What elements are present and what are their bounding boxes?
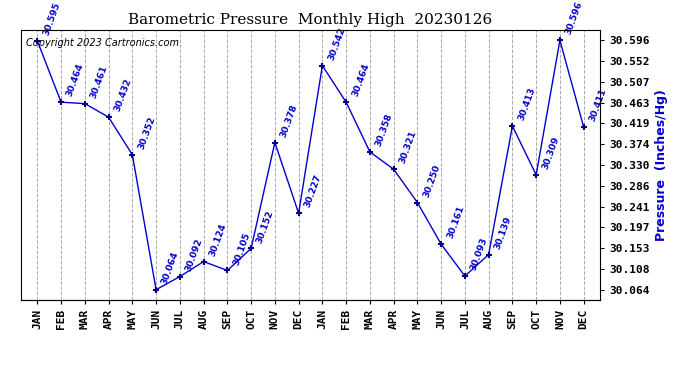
Text: Copyright 2023 Cartronics.com: Copyright 2023 Cartronics.com <box>26 38 179 48</box>
Text: 30.542: 30.542 <box>326 26 347 62</box>
Text: 30.378: 30.378 <box>279 103 299 138</box>
Text: 30.464: 30.464 <box>351 62 371 98</box>
Text: 30.432: 30.432 <box>112 77 133 113</box>
Text: 30.352: 30.352 <box>137 115 157 150</box>
Text: 30.358: 30.358 <box>374 112 394 148</box>
Title: Barometric Pressure  Monthly High  20230126: Barometric Pressure Monthly High 2023012… <box>128 13 493 27</box>
Y-axis label: Pressure  (Inches/Hg): Pressure (Inches/Hg) <box>656 89 669 241</box>
Text: 30.413: 30.413 <box>517 86 537 122</box>
Text: 30.595: 30.595 <box>41 1 62 37</box>
Text: 30.227: 30.227 <box>303 174 323 209</box>
Text: 30.161: 30.161 <box>445 204 466 240</box>
Text: 30.461: 30.461 <box>89 64 109 99</box>
Text: 30.093: 30.093 <box>469 236 489 272</box>
Text: 30.464: 30.464 <box>66 62 86 98</box>
Text: 30.124: 30.124 <box>208 222 228 257</box>
Text: 30.105: 30.105 <box>232 231 252 266</box>
Text: 30.064: 30.064 <box>160 250 181 285</box>
Text: 30.309: 30.309 <box>540 135 560 171</box>
Text: 30.092: 30.092 <box>184 237 204 272</box>
Text: 30.152: 30.152 <box>255 209 275 244</box>
Text: 30.139: 30.139 <box>493 215 513 250</box>
Text: 30.411: 30.411 <box>588 87 608 123</box>
Text: 30.321: 30.321 <box>398 129 418 165</box>
Text: 30.596: 30.596 <box>564 0 584 36</box>
Text: 30.250: 30.250 <box>422 163 442 198</box>
